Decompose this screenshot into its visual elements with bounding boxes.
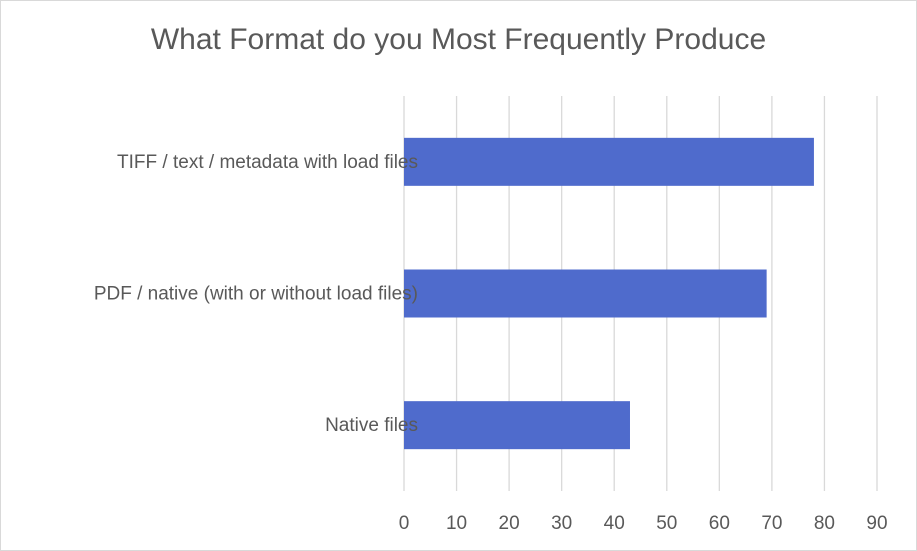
bar-0 xyxy=(404,137,814,186)
category-label-2: Native files xyxy=(325,415,418,436)
x-tick-label-10: 10 xyxy=(446,513,467,534)
x-tick-label-40: 40 xyxy=(604,513,625,534)
x-tick-label-50: 50 xyxy=(656,513,677,534)
x-tick-label-60: 60 xyxy=(709,513,730,534)
x-tick-label-80: 80 xyxy=(814,513,835,534)
category-label-1: PDF / native (with or without load files… xyxy=(94,284,418,305)
category-label-0: TIFF / text / metadata with load files xyxy=(117,152,418,173)
bar-1 xyxy=(404,269,767,318)
bar-2 xyxy=(404,401,630,450)
x-tick-label-20: 20 xyxy=(499,513,520,534)
x-tick-label-30: 30 xyxy=(551,513,572,534)
x-tick-label-0: 0 xyxy=(399,513,410,534)
chart-title: What Format do you Most Frequently Produ… xyxy=(150,23,767,56)
x-tick-label-90: 90 xyxy=(866,513,887,534)
x-tick-label-70: 70 xyxy=(761,513,782,534)
